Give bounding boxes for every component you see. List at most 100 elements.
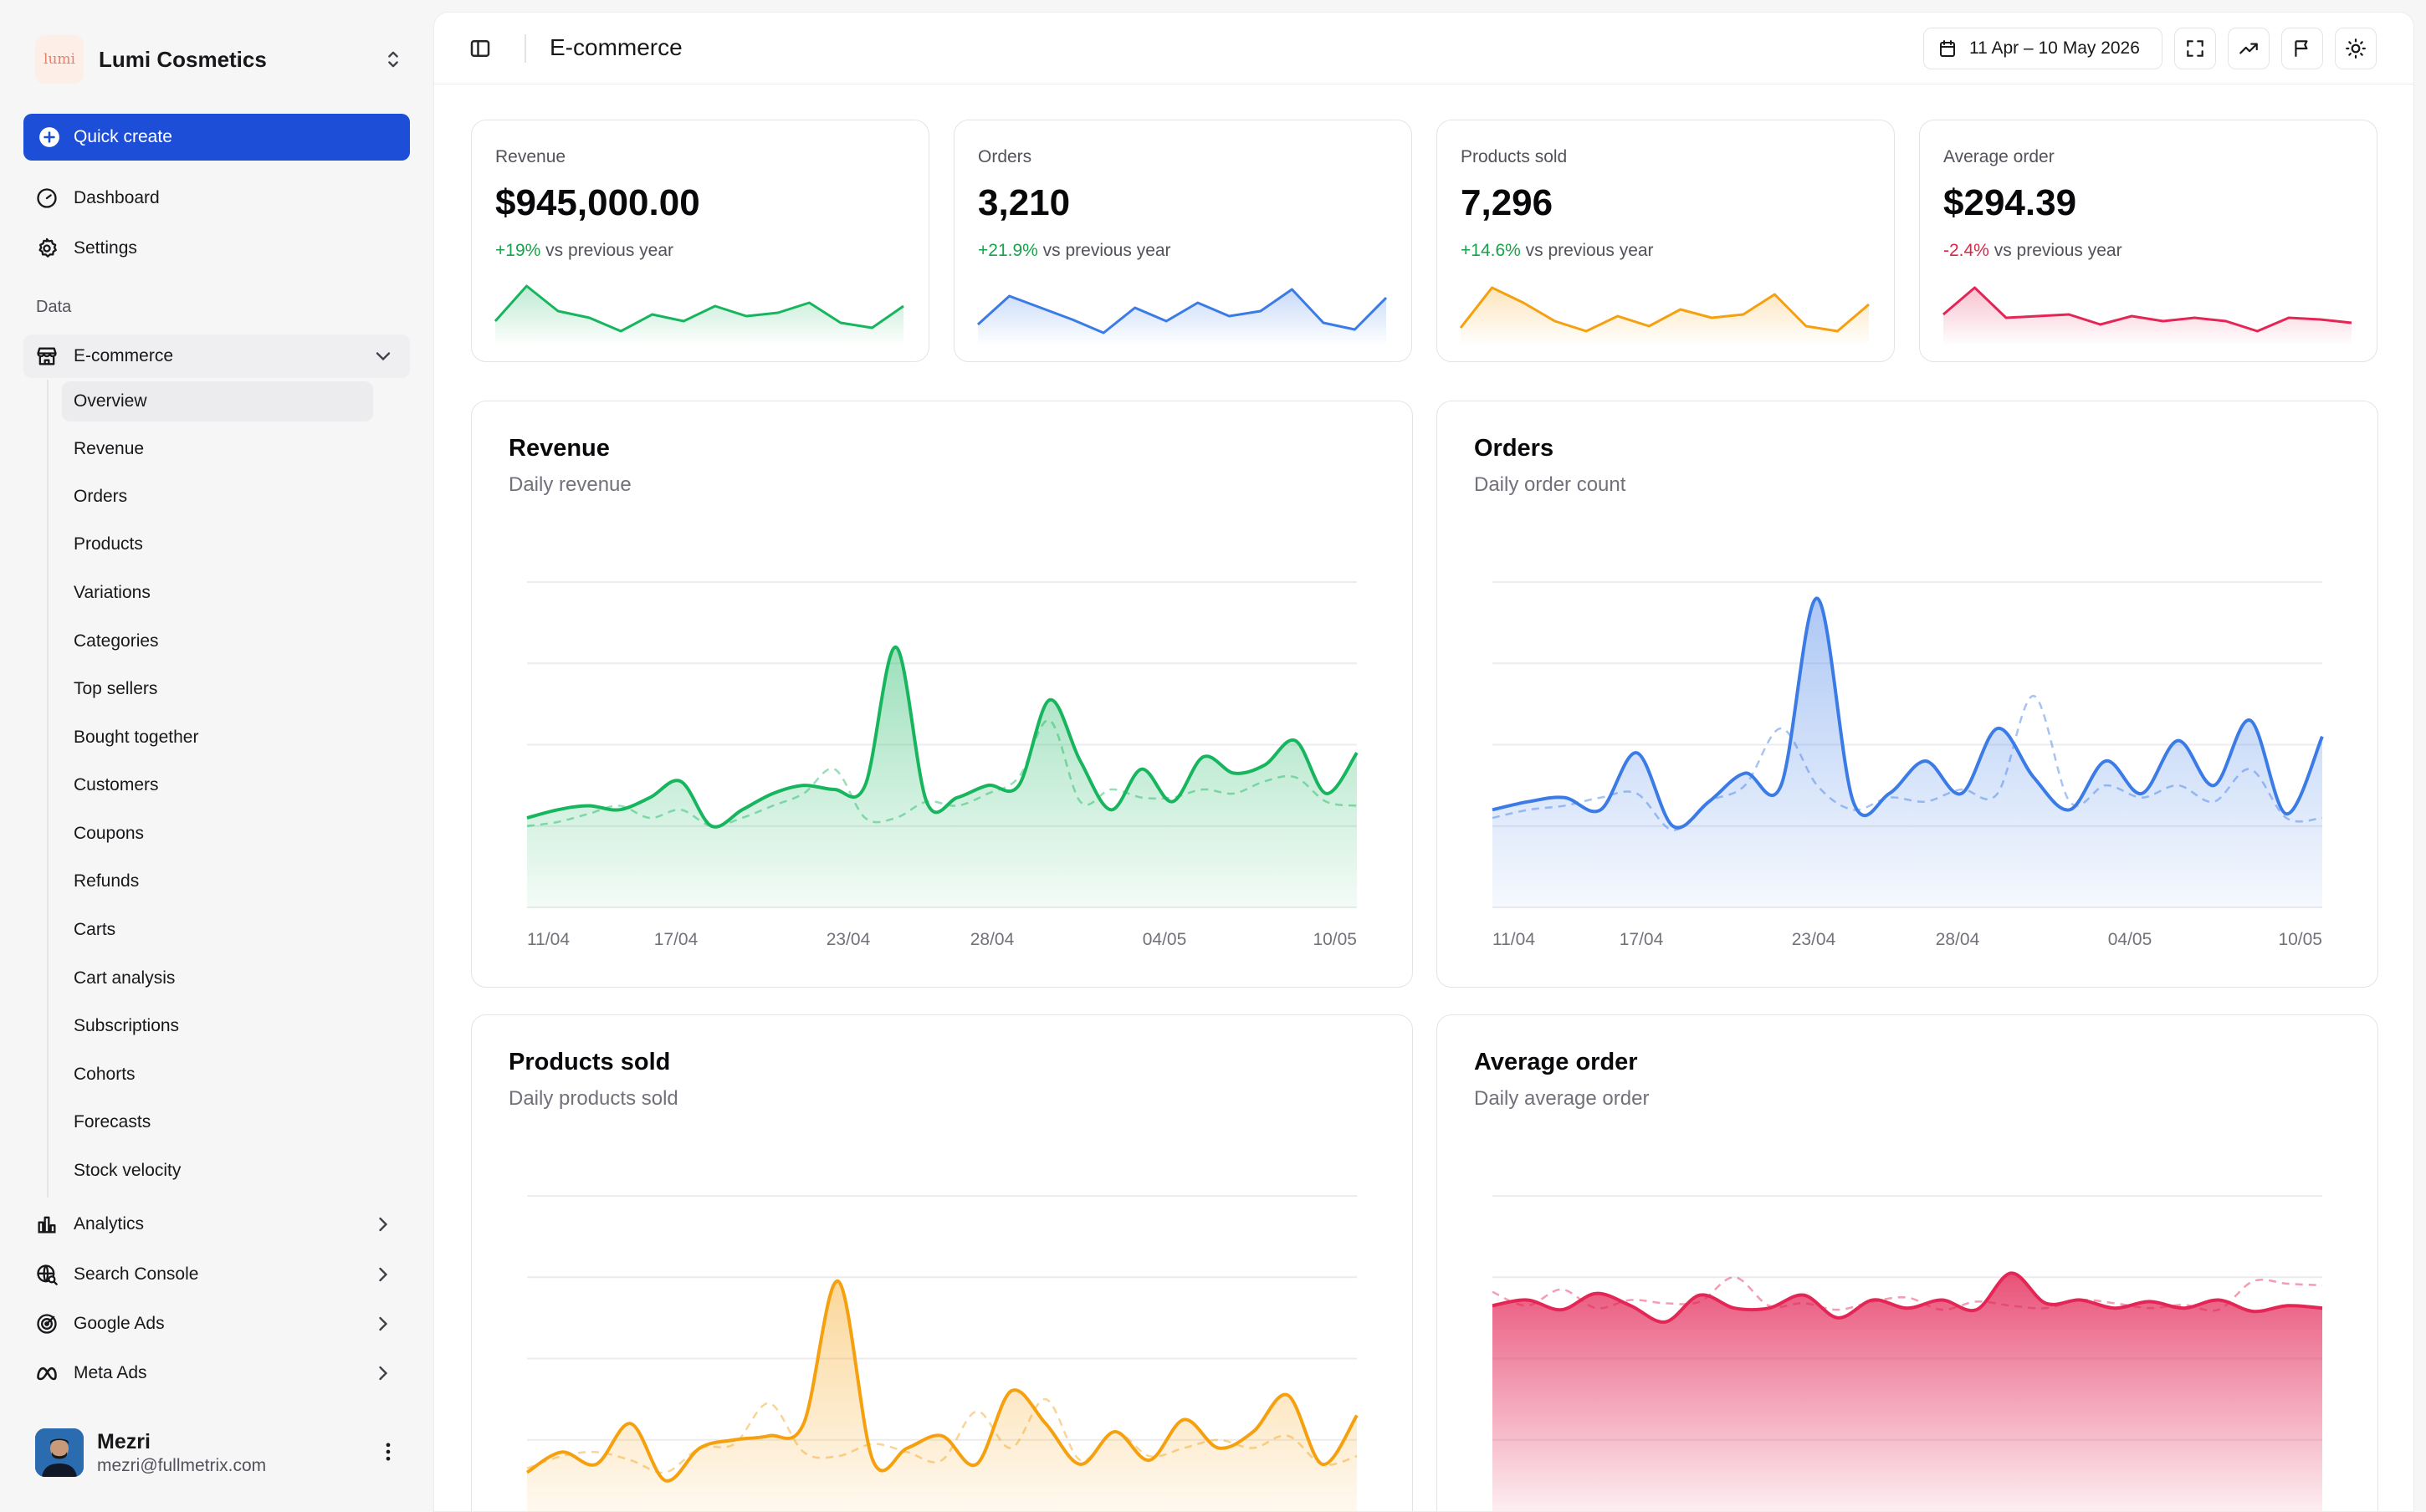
sidebar-subitem-orders[interactable]: Orders [74,487,128,506]
sparkline-line [1459,286,1870,333]
kpi-card-orders[interactable]: Orders 3,210 +21.9% vs previous year [954,120,1412,362]
sidebar-subitem-cohorts[interactable]: Cohorts [74,1065,136,1084]
sidebar-subitem-subscriptions[interactable]: Subscriptions [74,1016,180,1035]
kpi-delta-suffix: vs previous year [545,241,674,260]
kpi-sparkline [1459,286,1870,346]
meta-icon [37,1366,57,1381]
kpi-delta-value: -2.4% [1943,241,1989,260]
products-sold-chart[interactable] [472,1015,1414,1512]
previous-period-line [526,719,1358,828]
current-period-line [525,1280,1359,1483]
workspace-switcher[interactable]: lumi Lumi Cosmetics [35,35,408,84]
sidebar-subitem-products[interactable]: Products [74,534,143,554]
chart-subtitle: Daily order count [1474,473,1626,496]
sidebar-subitem-bought-together[interactable]: Bought together [74,728,199,747]
sidebar-subitem-refunds[interactable]: Refunds [74,871,140,891]
page-title: E-commerce [550,34,683,60]
kpi-delta-suffix: vs previous year [1994,241,2122,260]
x-tick-label: 11/04 [527,930,570,949]
chart-subtitle: Daily average order [1474,1087,1650,1110]
sparkline-area [1943,288,2352,346]
chevron-right-icon [379,1217,388,1232]
main-content: E-commerce 11 Apr – 10 May 2026 Revenue … [433,12,2414,1512]
sidebar-subitem-cart-analysis[interactable]: Cart analysis [74,968,176,988]
x-tick-label: 23/04 [827,930,871,949]
theme-toggle-button[interactable] [2335,28,2377,69]
kpi-value: $294.39 [1943,182,2077,223]
sidebar-subitem-customers[interactable]: Customers [74,775,159,794]
sidebar-item-label: E-commerce [74,346,174,365]
sparkline-area [978,289,1386,346]
user-profile[interactable]: Mezri mezri@fullmetrix.com [35,1427,408,1479]
trending-up-icon [2239,43,2258,54]
trends-button[interactable] [2228,28,2270,69]
sparkline-line [976,288,1388,335]
sidebar-subitem-stock-velocity[interactable]: Stock velocity [74,1161,182,1180]
current-period-area [1492,1273,2322,1511]
expand-icon [2187,40,2203,57]
current-period-area [527,1281,1357,1511]
kpi-value: $945,000.00 [495,182,700,223]
sidebar-subitem-top-sellers[interactable]: Top sellers [74,679,158,698]
plus-circle-icon [39,127,59,147]
kpi-card-revenue[interactable]: Revenue $945,000.00 +19% vs previous yea… [471,120,929,362]
x-tick-label: 23/04 [1792,930,1836,949]
user-email: mezri@fullmetrix.com [97,1455,267,1475]
x-tick-label: 04/05 [1143,930,1187,949]
more-vertical-icon[interactable] [376,1440,400,1463]
sidebar-item-analytics[interactable]: Analytics [23,1203,410,1246]
sidebar-subitem-overview[interactable]: Overview [62,381,373,421]
orders-chart[interactable]: 11/04 17/04 23/04 28/04 04/05 10/05 [1437,401,2379,988]
topbar: E-commerce 11 Apr – 10 May 2026 [434,13,2413,84]
average-order-chart[interactable] [1437,1015,2379,1512]
sidebar-subitem-categories[interactable]: Categories [74,631,159,651]
kpi-delta-value: +21.9% [978,241,1038,260]
quick-create-button[interactable]: Quick create [23,114,410,161]
section-label-data: Data [36,298,72,316]
sidebar-item-label: Meta Ads [74,1363,147,1382]
sidebar-toggle-icon[interactable] [468,36,493,61]
sidebar-item-settings[interactable]: Settings [23,227,410,270]
sparkline-line [494,284,904,333]
topbar-divider [525,34,526,63]
sidebar: lumi Lumi Cosmetics Quick create Dashboa… [0,0,433,1512]
sidebar-subitem-variations[interactable]: Variations [74,583,151,602]
annotations-button[interactable] [2281,28,2323,69]
sidebar-item-dashboard[interactable]: Dashboard [23,176,410,220]
kpi-delta-value: +19% [495,241,541,260]
revenue-chart[interactable]: 11/04 17/04 23/04 28/04 04/05 10/05 [472,401,1414,988]
kpi-card-products-sold[interactable]: Products sold 7,296 +14.6% vs previous y… [1436,120,1895,362]
current-period-line [1492,1271,2323,1324]
sidebar-item-label: Search Console [74,1264,199,1284]
chevron-right-icon [379,1366,388,1381]
chart-title: Average order [1474,1049,1638,1075]
x-tick-label: 10/05 [1313,930,1357,949]
sidebar-subitem-carts[interactable]: Carts [74,920,116,939]
sidebar-item-meta-ads[interactable]: Meta Ads [23,1351,410,1395]
previous-period-line [526,1397,1358,1474]
current-period-area [527,646,1357,907]
date-range-picker[interactable]: 11 Apr – 10 May 2026 [1923,28,2162,69]
kpi-label: Products sold [1461,147,1568,166]
kpi-delta: +14.6% vs previous year [1461,241,1654,261]
sidebar-subitem-coupons[interactable]: Coupons [74,824,145,843]
sidebar-subitem-forecasts[interactable]: Forecasts [74,1112,151,1131]
sidebar-item-google-ads[interactable]: Google Ads [23,1302,410,1346]
brand-logo: lumi [35,35,84,84]
kpi-card-average-order[interactable]: Average order $294.39 -2.4% vs previous … [1919,120,2377,362]
chart-subtitle: Daily products sold [509,1087,678,1110]
kpi-sparkline [976,288,1388,346]
fullscreen-button[interactable] [2174,28,2216,69]
chart-title: Revenue [509,435,610,462]
date-range-label: 11 Apr – 10 May 2026 [1969,38,2140,58]
chart-card-average-order: Average order Daily average order [1436,1014,2379,1512]
kpi-label: Revenue [495,147,566,166]
sidebar-item-ecommerce[interactable]: E-commerce [23,335,410,378]
kpi-sparkline [494,284,904,346]
sidebar-subitem-revenue[interactable]: Revenue [74,439,145,458]
store-icon [37,347,57,365]
kpi-value: 7,296 [1461,182,1553,223]
current-period-line [1492,596,2324,830]
sidebar-item-search-console[interactable]: Search Console [23,1253,410,1296]
chart-card-products-sold: Products sold Daily products sold [471,1014,1414,1512]
